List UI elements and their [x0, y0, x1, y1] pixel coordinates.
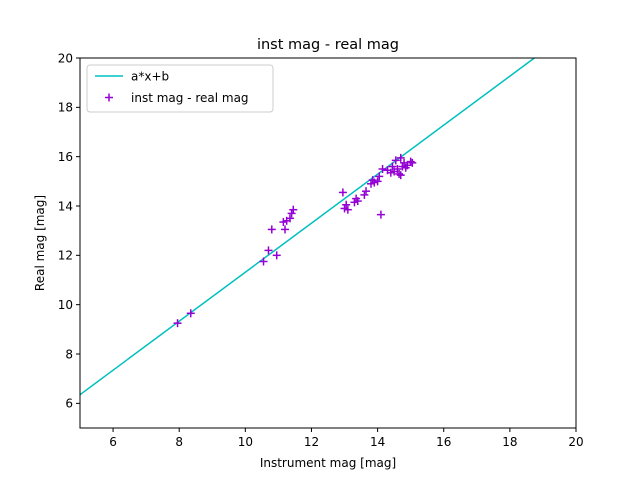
data-point	[264, 246, 273, 255]
data-point	[373, 177, 382, 186]
data-point	[393, 165, 402, 173]
plot-frame	[79, 57, 577, 429]
y-tick-label: 18	[58, 101, 73, 115]
y-tick-label: 6	[65, 397, 73, 411]
data-point	[396, 171, 405, 180]
data-point	[408, 158, 417, 167]
x-tick-label: 6	[109, 435, 117, 449]
legend: a*x+b inst mag - real mag	[86, 64, 274, 113]
x-tick-label: 18	[502, 435, 517, 449]
plot-area	[79, 57, 577, 429]
legend-marker-plus	[105, 93, 113, 102]
legend-label-fit-line: a*x+b	[131, 70, 169, 84]
y-tick-label: 10	[58, 298, 73, 312]
fit-line	[79, 57, 535, 396]
x-tick-label: 10	[238, 435, 253, 449]
data-point	[186, 309, 195, 318]
y-tick-label: 8	[65, 347, 73, 361]
data-point	[406, 157, 415, 166]
data-point	[360, 190, 369, 199]
legend-box	[86, 64, 274, 113]
data-point	[391, 156, 400, 165]
data-point	[289, 205, 298, 214]
data-point	[267, 225, 276, 234]
chart-title: inst mag - real mag	[257, 37, 399, 53]
y-tick-label: 20	[58, 51, 73, 65]
x-tick-label: 12	[304, 435, 319, 449]
data-point	[375, 172, 384, 181]
data-point	[285, 214, 294, 223]
y-axis-label: Real mag [mag]	[33, 195, 47, 291]
y-tick-label: 12	[58, 249, 73, 263]
x-tick-label: 14	[370, 435, 385, 449]
data-point	[281, 225, 290, 234]
data-point	[395, 169, 404, 178]
data-point	[338, 188, 347, 197]
data-point	[376, 210, 385, 219]
legend-label-points: inst mag - real mag	[131, 91, 249, 105]
y-axis: 6 8 10 12 14 16 18 20	[58, 51, 80, 411]
data-point	[173, 319, 182, 328]
legend-swatch-marker	[105, 93, 113, 102]
y-tick-label: 16	[58, 150, 73, 164]
x-axis: 6 8 10 12 14 16 18 20	[109, 428, 584, 449]
data-point	[378, 165, 387, 173]
plot-background	[80, 58, 576, 428]
data-point	[362, 187, 371, 196]
x-axis-label: Instrument mag [mag]	[260, 456, 396, 470]
data-point	[396, 153, 405, 162]
fit-line-layer	[79, 57, 535, 396]
data-point	[388, 162, 397, 171]
data-point	[272, 251, 281, 260]
x-tick-label: 8	[175, 435, 183, 449]
data-point	[343, 205, 352, 214]
points-layer	[173, 153, 417, 328]
data-point	[342, 200, 351, 209]
data-point	[287, 209, 296, 218]
y-tick-label: 14	[58, 199, 73, 213]
x-tick-label: 16	[436, 435, 451, 449]
data-point	[353, 197, 362, 206]
x-tick-label: 20	[568, 435, 583, 449]
data-point	[259, 257, 268, 266]
